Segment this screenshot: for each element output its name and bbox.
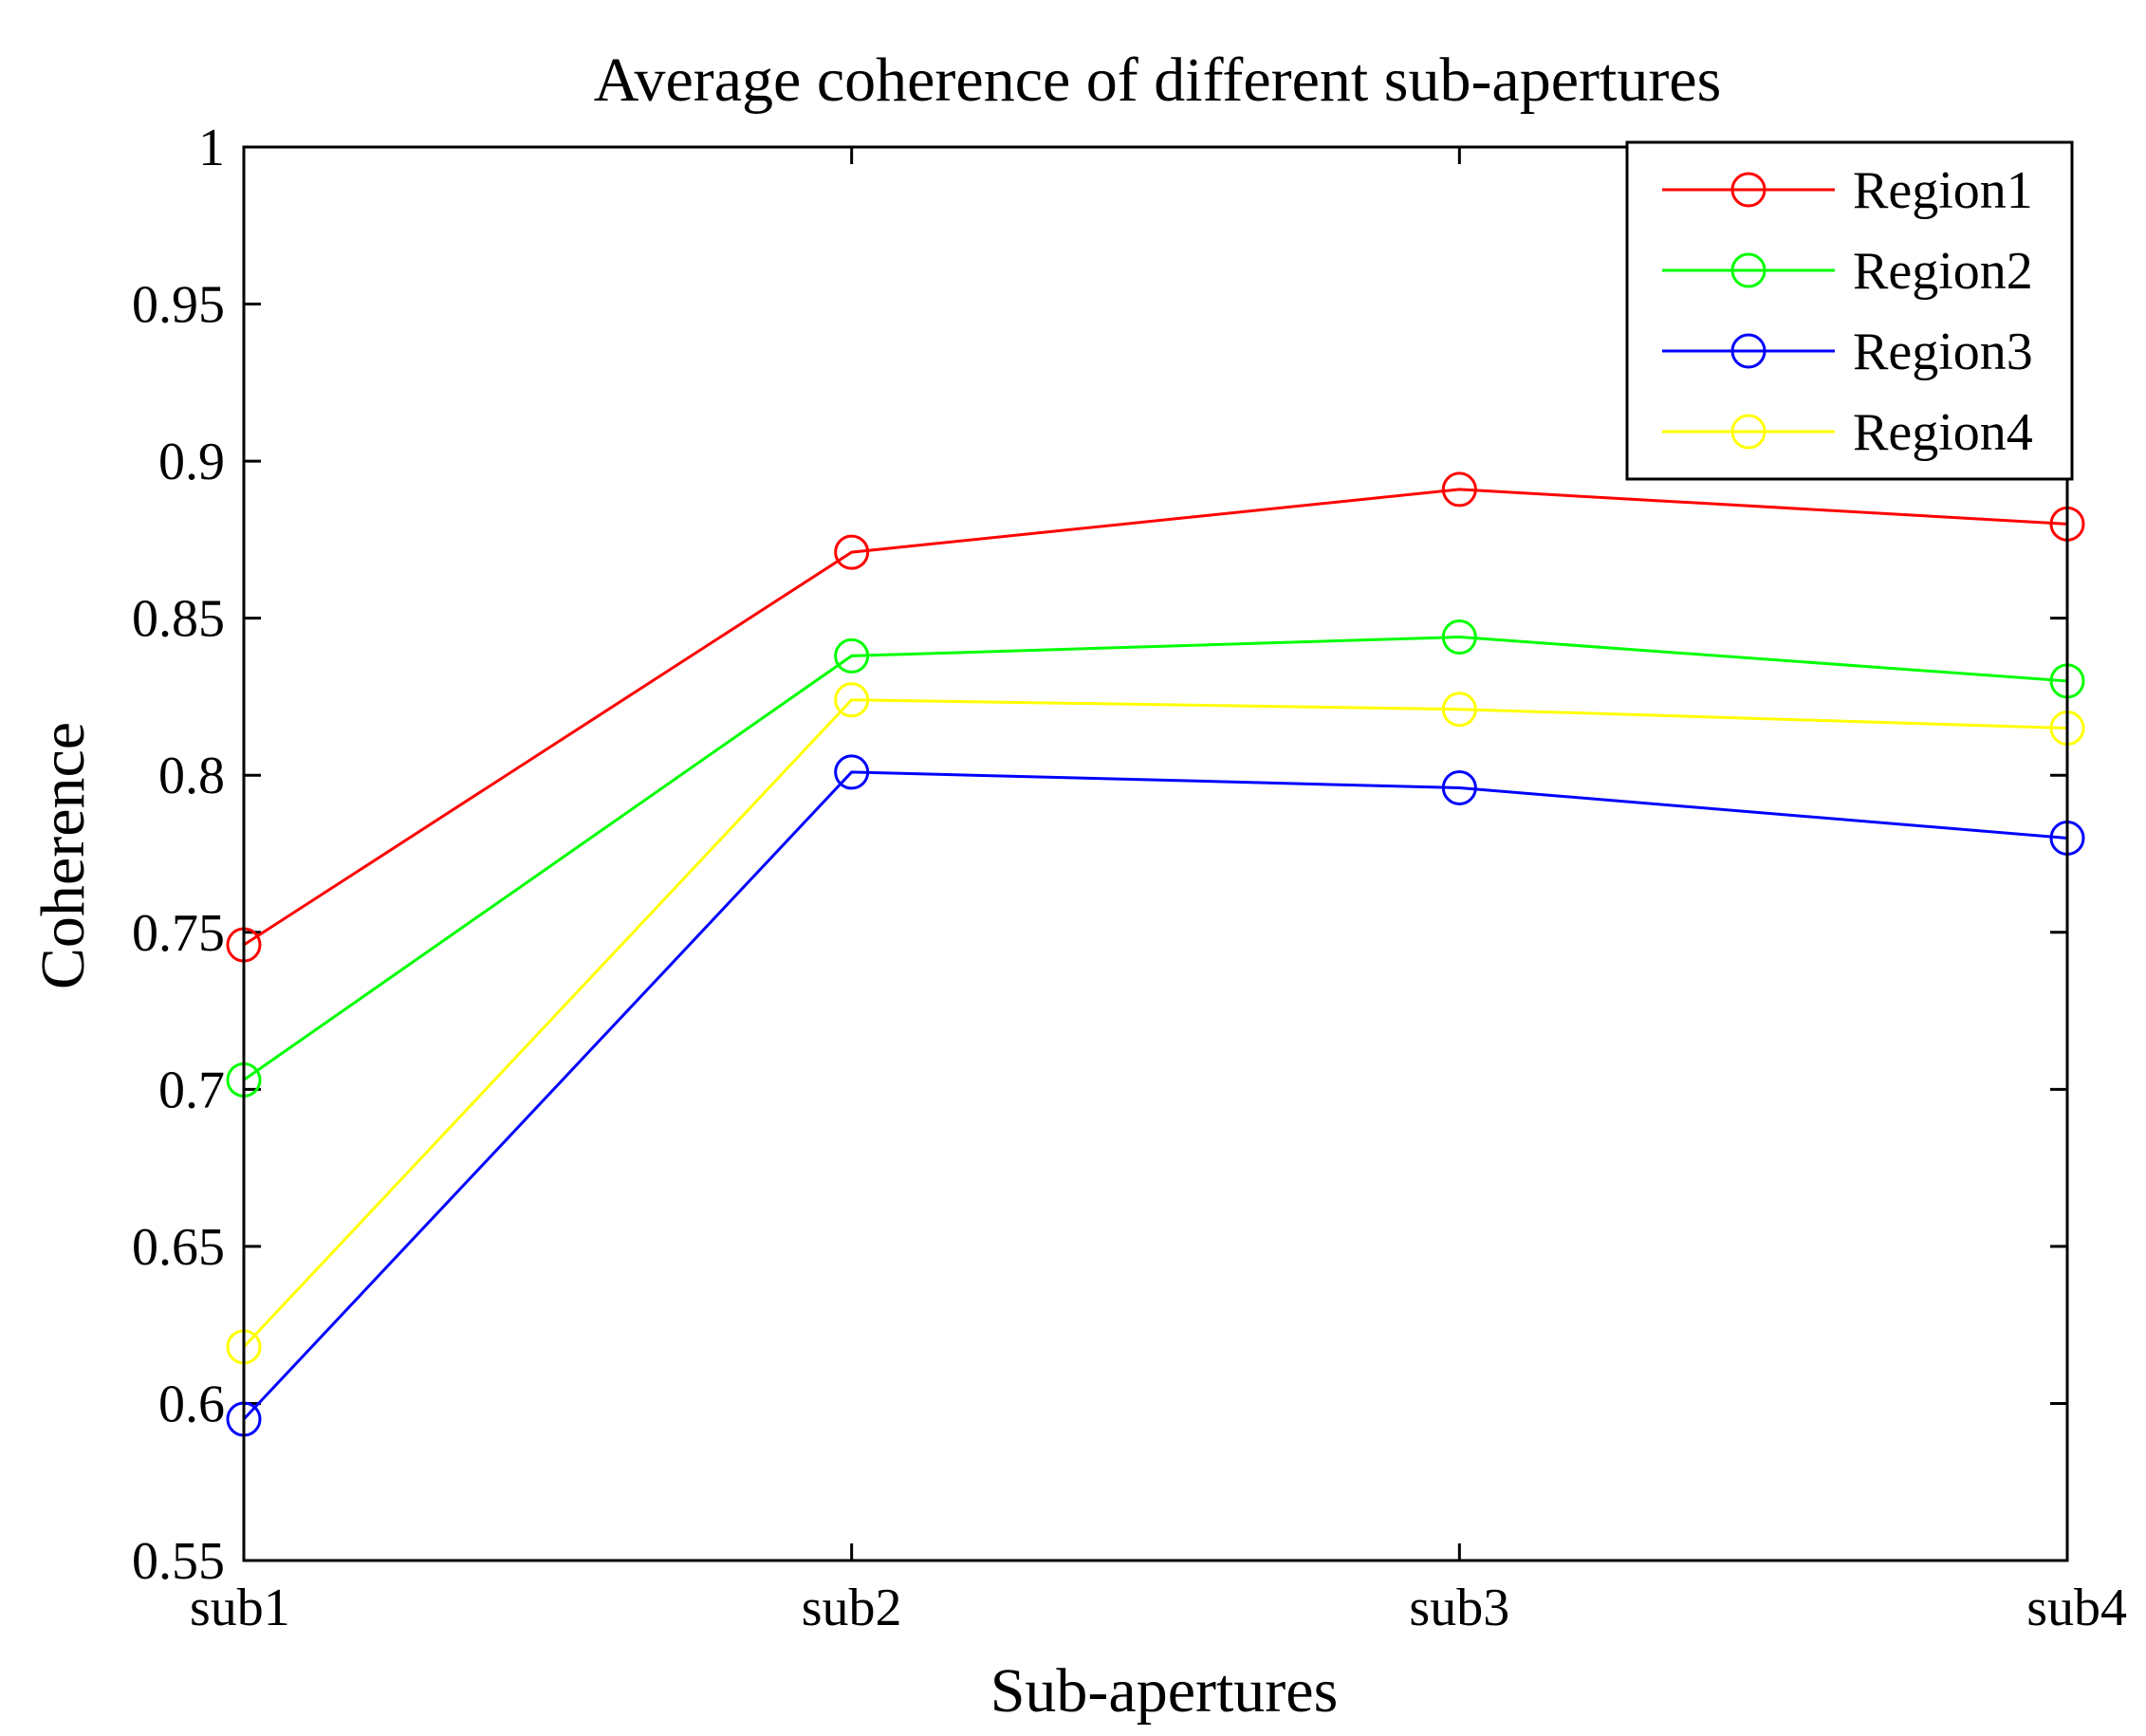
- y-tick-label: 0.95: [132, 276, 225, 335]
- data-point-region4-sub3: [1441, 692, 1477, 728]
- x-tick-label-sub2: sub2: [802, 1579, 902, 1637]
- x-tick-label-sub1: sub1: [190, 1579, 290, 1637]
- legend-marker: [1730, 414, 1767, 450]
- series-line-region3: [242, 770, 2068, 1421]
- chart-title: Average coherence of different sub-apert…: [594, 46, 1722, 115]
- x-tick-label-sub4: sub4: [2026, 1579, 2127, 1637]
- y-tick-label: 0.6: [158, 1375, 225, 1433]
- data-point-region1-sub2: [834, 534, 870, 570]
- y-tick-label: 0.9: [158, 433, 225, 491]
- legend-label: Region2: [1853, 242, 2033, 301]
- legend-label: Region3: [1853, 323, 2033, 381]
- data-point-region3-sub2: [834, 754, 870, 790]
- y-tick-label: 1: [198, 119, 225, 177]
- legend-label: Region4: [1853, 403, 2033, 462]
- legend-entry-region3: Region3: [1662, 323, 2033, 381]
- data-point-region3-sub3: [1441, 769, 1477, 805]
- y-tick-label: 0.85: [132, 590, 225, 649]
- y-tick-label: 0.65: [132, 1218, 225, 1277]
- data-point-region2-sub3: [1441, 619, 1477, 656]
- y-tick-label: 0.8: [158, 747, 225, 805]
- legend-label: Region1: [1853, 161, 2033, 220]
- series-layer: [226, 471, 2085, 1437]
- y-axis-title: Coherence: [28, 722, 98, 989]
- series-line-region2: [243, 636, 2068, 1081]
- legend-box: [1625, 140, 2074, 481]
- y-tick-label: 0.7: [158, 1061, 225, 1119]
- series-line-region4: [242, 698, 2068, 1348]
- legend-entry-region1: Region1: [1662, 161, 2033, 220]
- legend-marker: [1730, 252, 1767, 288]
- data-point-region2-sub2: [834, 637, 870, 674]
- y-tick-labels: 0.55 0.6 0.65 0.7 0.75 0.8 0.85 0.9 0.95 1: [132, 119, 225, 1591]
- x-tick-label-sub3: sub3: [1409, 1579, 1509, 1637]
- y-tick-label: 0.55: [132, 1532, 225, 1591]
- series-line-region1: [243, 488, 2068, 947]
- x-axis-title: Sub-apertures: [990, 1656, 1339, 1726]
- legend-entry-region4: Region4: [1662, 403, 2033, 462]
- legend: Region1 Region2 Region3 Region4: [1625, 140, 2074, 481]
- legend-marker: [1730, 333, 1767, 369]
- legend-marker: [1730, 172, 1767, 208]
- data-point-region1-sub3: [1441, 471, 1477, 508]
- x-tick-labels: sub1 sub2 sub3 sub4: [190, 1579, 2127, 1637]
- legend-entry-region2: Region2: [1662, 242, 2033, 301]
- plot-frame: [242, 145, 2069, 1562]
- data-point-region4-sub2: [834, 682, 870, 718]
- y-tick-label: 0.75: [132, 904, 225, 963]
